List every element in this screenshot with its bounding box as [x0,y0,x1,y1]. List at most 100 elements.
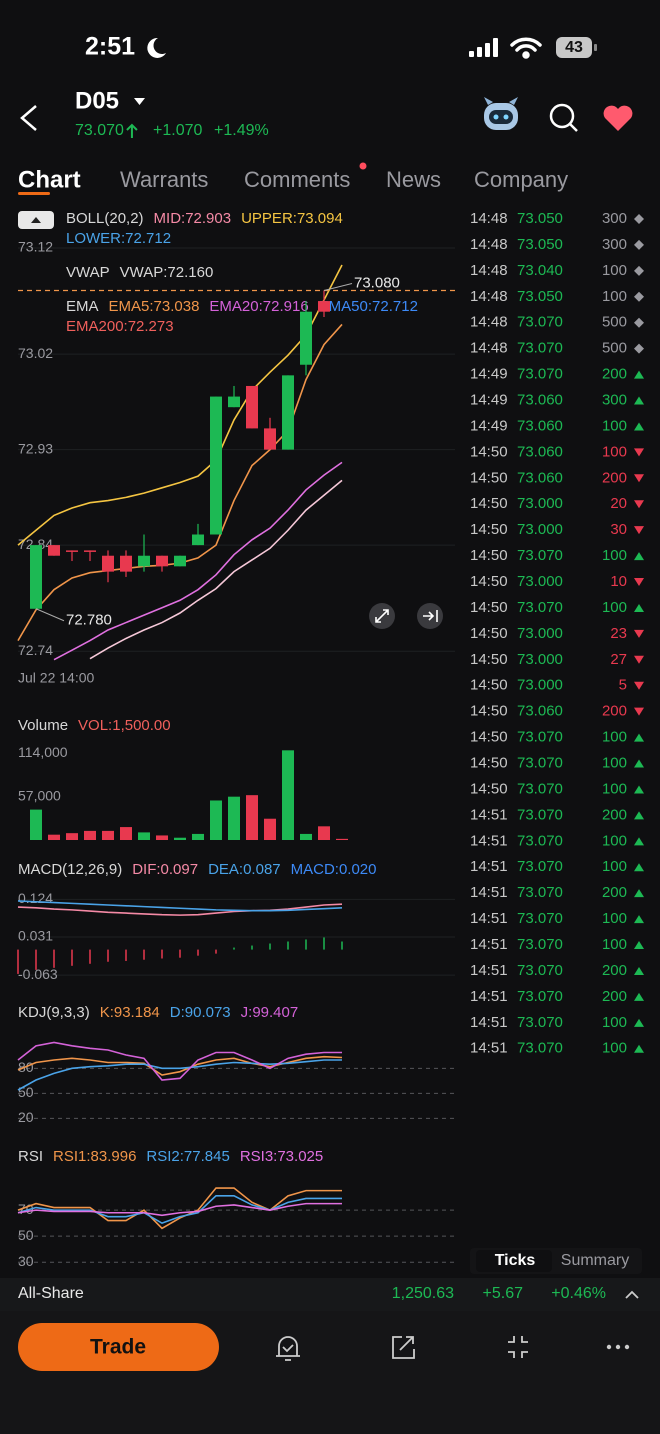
candle-body [102,555,114,572]
candle-body [66,550,78,552]
legend-entry: VWAP:72.160 [120,264,214,281]
tick-time: 14:51 [470,936,508,953]
index-name[interactable]: All-Share [18,1285,84,1302]
tick-direction-icon [634,655,644,664]
legend-entry: MACD(12,26,9) [18,861,122,878]
y-tick-label: 50 [18,1227,34,1243]
volume-bar [336,838,348,840]
tick-price: 73.070 [517,366,563,383]
legend-entry: RSI [18,1148,43,1165]
wifi-icon [510,37,542,59]
tick-qty: 500 [602,340,627,357]
search-button[interactable] [549,103,578,132]
legend-entry: VWAP [66,264,110,281]
share-button[interactable] [392,1336,415,1359]
tick-qty: 100 [602,780,627,797]
summary-tab[interactable]: Summary [561,1252,629,1269]
tick-direction-icon [634,291,644,302]
trade-button[interactable] [18,1323,219,1371]
tab[interactable]: Comments [244,167,350,192]
tick-direction-icon [634,343,644,354]
more-button[interactable] [606,1344,630,1350]
legend-entry: RSI3:73.025 [240,1148,323,1165]
jump-latest-button[interactable] [417,603,443,629]
volume-bar [120,827,132,840]
favorite-button[interactable] [603,105,633,131]
volume-bar [210,800,222,840]
legend-entry: D:90.073 [170,1004,231,1021]
ticks-tab[interactable]: Ticks [495,1252,536,1269]
tab[interactable]: News [386,167,441,192]
tick-direction-icon [634,474,644,483]
expand-index[interactable] [625,1290,639,1299]
tick-price: 73.070 [517,547,563,564]
y-tick-label: 72.93 [18,440,53,456]
ticks-tab-active [476,1250,552,1272]
legend-entry: RSI1:83.996 [53,1148,136,1165]
legend-entry: KDJ(9,3,3) [18,1004,90,1021]
expand-button[interactable] [369,603,395,629]
tick-price: 73.050 [517,210,563,227]
tick-qty: 100 [602,858,627,875]
alert-button[interactable] [276,1336,300,1361]
legend-entry: LOWER:72.712 [66,230,171,247]
robot-icon[interactable] [484,97,518,130]
candle-body [138,555,150,567]
tick-qty: 10 [610,573,627,590]
tick-direction-icon [634,785,644,794]
candle-body [246,385,258,429]
candle-body [318,301,330,312]
tick-direction-icon [634,733,644,742]
tick-time: 14:50 [470,729,508,746]
tick-qty: 100 [602,547,627,564]
tick-direction-icon [634,239,644,250]
header-change: +1.070 [153,122,202,139]
tick-time: 14:51 [470,858,508,875]
symbol[interactable]: D05 [75,87,119,114]
annotation-leader [323,282,353,291]
tick-time: 14:51 [470,1040,508,1057]
tick-price: 73.060 [517,703,563,720]
volume-bar [48,834,60,840]
tick-direction-icon [634,448,644,457]
tick-time: 14:48 [470,210,508,227]
y-tick-label: 0.124 [18,890,53,906]
tick-price: 73.000 [517,651,563,668]
tick-qty: 100 [602,262,627,279]
tick-time: 14:50 [470,780,508,797]
tick-time: 14:51 [470,962,508,979]
tick-direction-icon [634,603,644,612]
tab[interactable]: Warrants [120,167,208,192]
tick-qty: 100 [602,443,627,460]
candle-body [120,555,132,572]
tick-direction-icon [634,992,644,1001]
tick-time: 14:50 [470,599,508,616]
fullscreen-button[interactable] [508,1336,528,1358]
tick-price: 73.000 [517,521,563,538]
tick-qty: 30 [610,521,627,538]
tick-price: 73.070 [517,936,563,953]
battery-tip [594,44,597,51]
y-tick-label: 72.84 [18,536,53,552]
tick-time: 14:51 [470,832,508,849]
tick-direction-icon [634,863,644,872]
tick-price: 73.040 [517,262,563,279]
y-tick-label: 30 [18,1253,34,1269]
candle-body [228,396,240,408]
volume-bar [66,833,78,840]
indicator-line [17,1059,342,1091]
volume-bar [318,826,330,840]
tick-direction-icon [634,759,644,768]
tab[interactable]: Chart [18,166,81,193]
tab[interactable]: Company [474,167,568,192]
volume-bar [282,750,294,840]
index-value: 1,250.63 [392,1285,454,1302]
tick-qty: 27 [610,651,627,668]
legend-entry: VOL:1,500.00 [78,717,171,734]
tick-price: 73.070 [517,910,563,927]
legend-entry: MACD:0.020 [291,861,377,878]
tick-qty: 300 [602,210,627,227]
tick-direction-icon [634,500,644,509]
symbol-dropdown[interactable] [134,98,145,105]
back-button[interactable] [20,105,37,131]
